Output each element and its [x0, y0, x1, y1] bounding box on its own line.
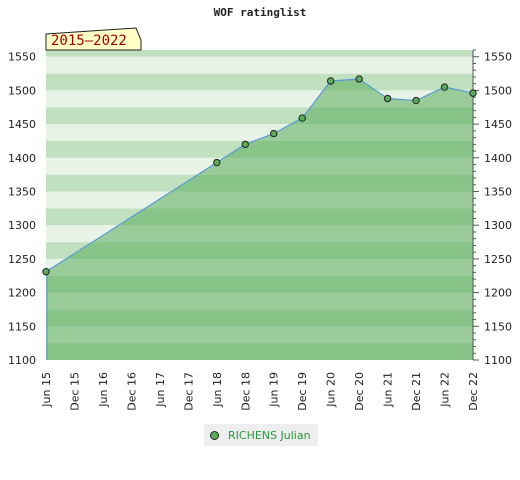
data-point — [383, 94, 392, 103]
data-point — [412, 96, 420, 105]
data-point — [440, 83, 449, 91]
data-points — [42, 75, 477, 276]
band — [46, 50, 473, 57]
data-point — [213, 158, 221, 167]
y-axis-left: 1100 1150 1200 1250 1300 1350 1400 1450 1500 1550 — [8, 51, 36, 367]
y-tick-label: 1100 — [8, 354, 36, 367]
x-tick-label: Jun 17 — [154, 372, 167, 408]
chart-title: WOF ratinglist — [213, 6, 307, 19]
x-tick-label: Jun 18 — [211, 372, 224, 408]
y-tick-label-right: 1150 — [484, 320, 512, 333]
area-fill — [46, 78, 473, 360]
x-tick-label: Jun 21 — [382, 372, 395, 408]
y-tick-label-right: 1550 — [484, 51, 512, 64]
x-tick-label: Dec 22 — [467, 372, 480, 411]
x-tick-label: Dec 21 — [410, 372, 423, 411]
y-tick-label-right: 1300 — [484, 219, 512, 232]
range-label-text: 2015–2022 — [51, 33, 127, 49]
y-tick-label-right: 1100 — [484, 354, 512, 367]
x-tick-label: Dec 17 — [182, 372, 195, 411]
x-tick-label: Dec 18 — [239, 372, 252, 411]
data-point — [241, 140, 249, 149]
data-point — [326, 77, 335, 85]
y-tick-label-right: 1200 — [484, 287, 512, 300]
y-tick-label: 1500 — [8, 84, 36, 97]
data-point — [469, 89, 477, 97]
y-tick-label: 1350 — [8, 186, 36, 199]
range-label: 2015–2022 — [45, 27, 142, 51]
legend-marker-icon — [210, 430, 219, 440]
y-tick-label: 1300 — [8, 219, 36, 232]
y-tick-label: 1200 — [8, 287, 36, 300]
x-tick-label: Jun 19 — [268, 372, 281, 408]
y-tick-label-right: 1350 — [484, 186, 512, 199]
x-tick-label: Jun 22 — [439, 372, 452, 408]
data-point — [355, 75, 363, 83]
x-tick-label: Dec 19 — [296, 372, 309, 411]
y-tick-label: 1400 — [8, 152, 36, 165]
y-axis-right: 1100 1150 1200 1250 1300 1350 1400 1450 1500 1550 — [472, 49, 512, 367]
band — [46, 73, 473, 91]
x-tick-label: Jun 16 — [97, 372, 110, 408]
data-point — [298, 114, 306, 122]
y-tick-label: 1150 — [8, 320, 36, 333]
y-tick-label-right: 1400 — [484, 152, 512, 165]
x-tick-label: Dec 20 — [353, 372, 366, 411]
data-point — [270, 129, 278, 138]
y-tick-label: 1550 — [8, 51, 36, 64]
x-axis: Jun 15 Dec 15 Jun 16 Dec 16 Jun 17 Dec 17 Jun … — [40, 372, 480, 411]
y-tick-label: 1250 — [8, 253, 36, 266]
x-tick-label: Dec 16 — [125, 372, 138, 411]
y-tick-label-right: 1500 — [484, 84, 512, 97]
y-tick-label-right: 1250 — [484, 253, 512, 266]
x-tick-label: Jun 20 — [325, 372, 338, 408]
legend-label: RICHENS Julian — [228, 428, 311, 442]
x-tick-label: Jun 15 — [40, 372, 53, 408]
x-tick-label: Dec 15 — [68, 372, 81, 411]
y-tick-label-right: 1450 — [484, 118, 512, 131]
band — [46, 56, 473, 74]
y-tick-label: 1450 — [8, 118, 36, 131]
legend: RICHENS Julian — [204, 424, 318, 446]
data-point — [42, 268, 50, 276]
